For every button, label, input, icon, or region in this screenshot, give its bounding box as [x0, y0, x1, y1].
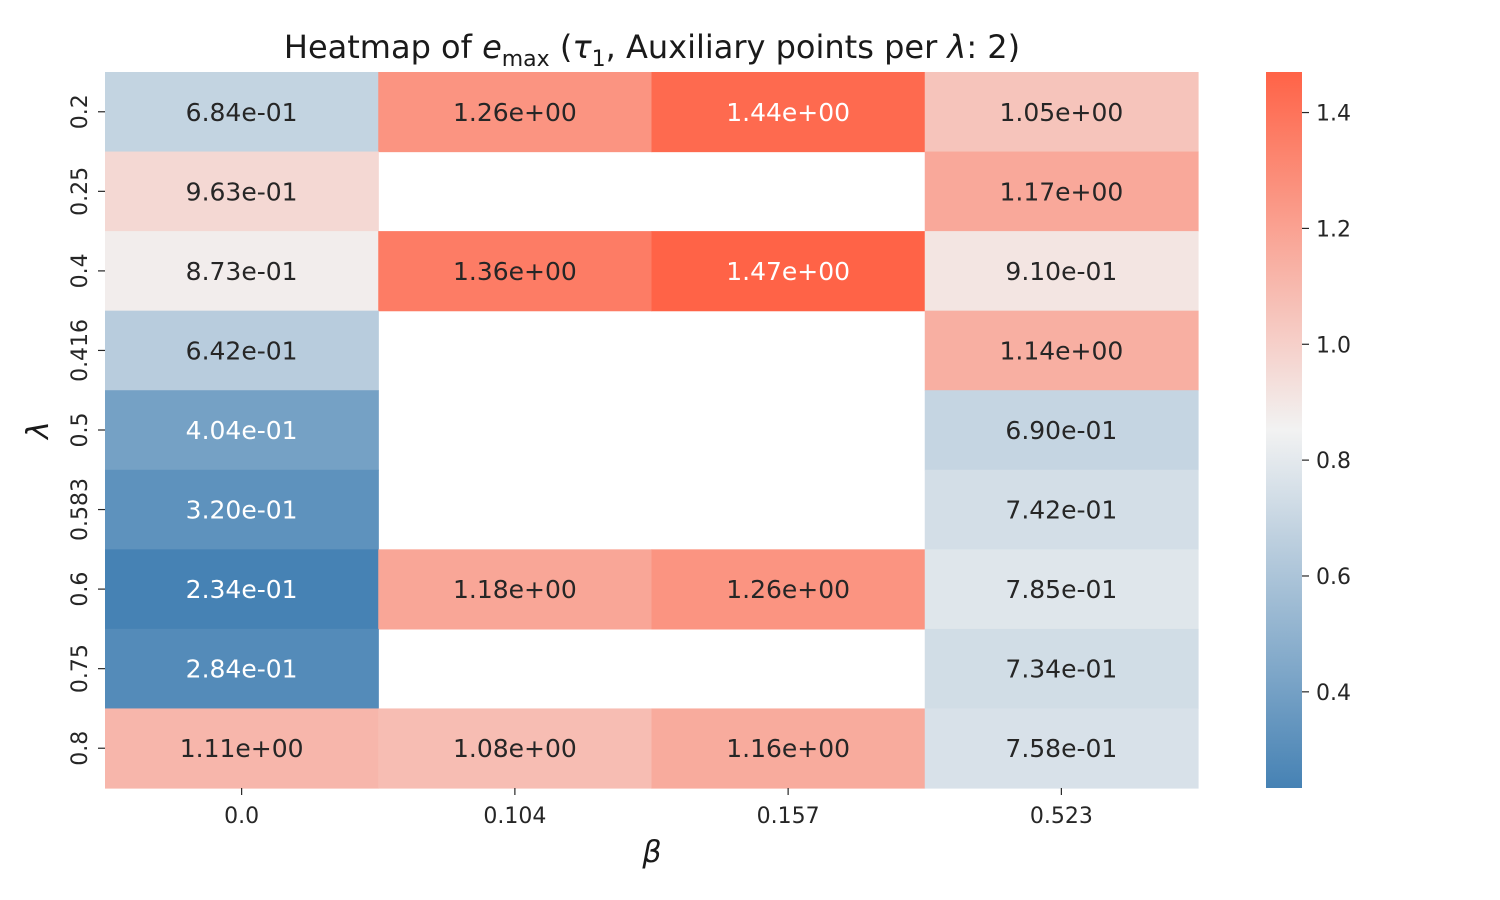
title-var-sub: max	[502, 47, 550, 72]
cell-value-label: 6.84e-01	[186, 98, 298, 127]
y-tick-label: 0.583	[68, 478, 93, 541]
colorbar-tick-label: 1.4	[1316, 102, 1351, 127]
colorbar	[1266, 72, 1302, 788]
cell-value-label: 1.18e+00	[453, 575, 577, 604]
y-tick-label: 0.25	[68, 167, 93, 216]
y-tick-label: 0.6	[68, 572, 93, 607]
x-axis-label: β	[641, 835, 661, 870]
title-tau-sub: 1	[592, 47, 606, 72]
cell-value-label: 1.16e+00	[726, 734, 850, 763]
heatmap-cell	[924, 151, 1199, 232]
cell-value-label: 1.14e+00	[999, 336, 1123, 365]
heatmap-cell	[378, 708, 653, 789]
cell-value-label: 8.73e-01	[186, 257, 298, 286]
x-tick-label: 0.157	[757, 804, 820, 829]
title-paren-open: (	[550, 28, 573, 66]
heatmap-cell	[924, 708, 1199, 789]
cell-value-label: 7.85e-01	[1005, 575, 1117, 604]
cell-value-label: 7.42e-01	[1005, 496, 1117, 525]
heatmap-cell	[651, 231, 926, 312]
heatmap-cell	[378, 231, 653, 312]
colorbar-tick-label: 0.4	[1316, 681, 1351, 706]
cell-value-label: 3.20e-01	[186, 496, 298, 525]
y-tick-label: 0.416	[68, 319, 93, 382]
cell-value-label: 1.11e+00	[180, 734, 304, 763]
heatmap-cell	[105, 628, 379, 710]
heatmap-cell	[924, 469, 1199, 550]
cell-value-label: 1.26e+00	[453, 98, 577, 127]
cell-value-label: 1.08e+00	[453, 734, 577, 763]
heatmap-cell	[924, 72, 1199, 153]
cell-value-label: 4.04e-01	[186, 416, 298, 445]
cell-value-label: 2.34e-01	[186, 575, 298, 604]
heatmap-cell	[105, 469, 379, 550]
heatmap-cell	[651, 72, 926, 153]
y-tick-label: 0.75	[68, 644, 93, 693]
heatmap-cell	[105, 390, 379, 471]
title-suffix: : 2)	[966, 28, 1020, 66]
heatmap-cell	[105, 231, 379, 312]
heatmap-cell	[105, 708, 379, 789]
title-prefix: Heatmap of	[284, 28, 482, 66]
y-tick-label: 0.5	[68, 413, 93, 448]
heatmap-cell	[924, 231, 1199, 312]
heatmap-cell-labels: 6.84e-01 1.26e+00 1.44e+00 1.05e+00 9.63e-01…	[180, 98, 1124, 763]
cell-value-label: 7.34e-01	[1005, 655, 1117, 684]
heatmap-cell	[651, 549, 926, 630]
heatmap-cell	[378, 72, 653, 153]
cell-value-label: 2.84e-01	[186, 655, 298, 684]
cell-value-label: 6.90e-01	[1005, 416, 1117, 445]
heatmap-cell	[105, 151, 379, 232]
colorbar-tick-label: 1.0	[1316, 333, 1351, 358]
heatmap-cell	[105, 72, 379, 153]
cell-value-label: 9.10e-01	[1005, 257, 1117, 286]
y-tick-label: 0.4	[68, 253, 93, 288]
title-lambda: λ	[945, 28, 966, 66]
heatmap-cell	[105, 310, 379, 391]
x-axis-ticks: 0.0 0.104 0.157 0.523	[224, 788, 1093, 829]
cell-value-label: 9.63e-01	[186, 177, 298, 206]
title-var: e	[482, 28, 502, 66]
heatmap-cell	[651, 708, 926, 789]
cell-value-label: 1.44e+00	[726, 98, 850, 127]
y-axis-label: λ	[21, 421, 56, 441]
cell-value-label: 1.36e+00	[453, 257, 577, 286]
heatmap-cells	[105, 72, 1199, 789]
y-axis-ticks: 0.2 0.25 0.4 0.416 0.5 0.583 0.6 0.75 0.8	[68, 94, 105, 766]
x-tick-label: 0.104	[483, 804, 546, 829]
cell-value-label: 1.26e+00	[726, 575, 850, 604]
chart-title: Heatmap of emax (τ1, Auxiliary points pe…	[284, 28, 1020, 72]
cell-value-label: 1.47e+00	[726, 257, 850, 286]
heatmap-cell	[924, 628, 1199, 710]
heatmap-cell	[924, 310, 1199, 391]
title-tau: τ	[572, 28, 592, 66]
heatmap-cell	[105, 549, 379, 630]
heatmap-cell	[924, 549, 1199, 630]
colorbar-tick-label: 1.2	[1316, 217, 1351, 242]
title-rest: , Auxiliary points per	[606, 28, 948, 66]
heatmap-cell	[924, 390, 1199, 471]
colorbar-tick-label: 0.8	[1316, 449, 1351, 474]
x-tick-label: 0.0	[224, 804, 259, 829]
cell-value-label: 7.58e-01	[1005, 734, 1117, 763]
x-tick-label: 0.523	[1030, 804, 1093, 829]
y-tick-label: 0.2	[68, 94, 93, 129]
colorbar-ticks: 0.4 0.6 0.8 1.0 1.2 1.4	[1302, 102, 1351, 706]
cell-value-label: 6.42e-01	[186, 336, 298, 365]
y-tick-label: 0.8	[68, 731, 93, 766]
cell-value-label: 1.17e+00	[999, 177, 1123, 206]
colorbar-tick-label: 0.6	[1316, 565, 1351, 590]
cell-value-label: 1.05e+00	[999, 98, 1123, 127]
heatmap-cell	[378, 549, 653, 630]
